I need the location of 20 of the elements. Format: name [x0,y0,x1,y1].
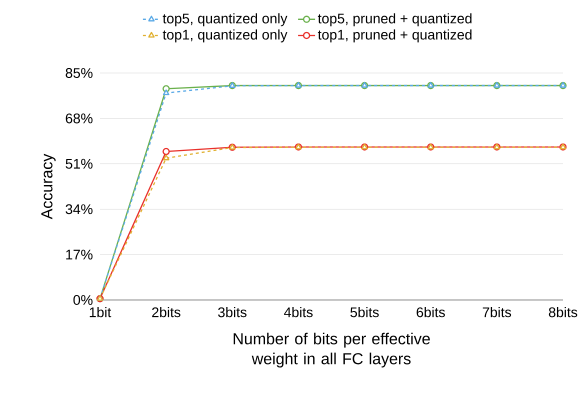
legend-label: top1, quantized only [162,29,288,42]
x-tick-label: 2bits [152,306,180,318]
x-tick-label: 5bits [350,306,379,318]
x-tick-label: 3bits [218,306,247,318]
x-tick-label: 8bits [548,306,578,318]
y-tick-label: 51% [66,158,93,169]
x-tick-label: 4bits [284,306,313,318]
y-tick-label: 17% [66,250,93,260]
y-tick-label: 34% [66,204,93,214]
y-tick-label: 0% [73,295,93,305]
y-tick-label: 85% [66,68,93,78]
x-tick-label: 1bit [90,306,112,318]
legend-label: top1, pruned + quantized [318,29,472,42]
x-tick-label: 7bits [482,306,512,318]
x-axis-title: Number of bits per effective weight in all FC layers [234,332,430,368]
legend-label: top5, quantized only [162,13,288,26]
x-tick-label: 6bits [416,306,445,318]
legend-label: top5, pruned + quantized [318,13,472,26]
y-axis-title: Accuracy [41,154,56,220]
y-tick-label: 68% [66,113,93,124]
